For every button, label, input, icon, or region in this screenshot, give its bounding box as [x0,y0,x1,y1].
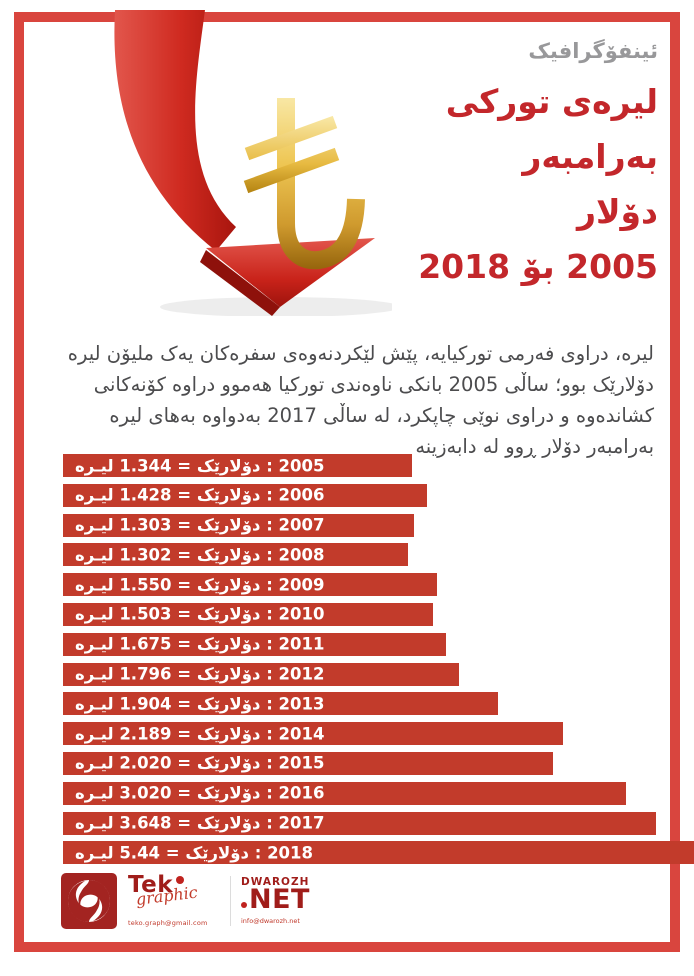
bar-row: 2006 : دۆلارێک = 1.428 لیـرە [63,483,427,507]
footer: Tek graphic teko.graph@gmail.com DWAROZH… [60,872,310,930]
dwarozh-dot-icon [241,902,247,908]
tek-graphic-logo: Tek graphic teko.graph@gmail.com [128,872,220,928]
bar-label: 2005 : دۆلارێک = 1.344 لیـرە [75,456,325,475]
hero-graphic [114,10,392,316]
bar-row: 2015 : دۆلارێک = 2.020 لیـرە [63,751,553,775]
intro-paragraph: لیرە، دراوی فەرمی تورکیایە، پێش لێکردنەو… [67,341,654,458]
bar-label: 2017 : دۆلارێک = 3.648 لیـرە [75,813,325,833]
kicker-label: ئینفۆگرافیک [528,39,658,63]
bar-label: 2010 : دۆلارێک = 1.503 لیـرە [75,604,325,624]
bar-chart: 2005 : دۆلارێک = 1.344 لیـرە 2006 : دۆلار… [63,454,694,871]
tek-graphic-logo-icon [61,873,117,929]
bar-row: 2013 : دۆلارێک = 1.904 لیـرە [63,692,498,716]
bar-row: 2010 : دۆلارێک = 1.503 لیـرە [63,602,433,626]
tek-dot-icon [176,876,185,884]
page-title: لیرەی تورکی بەرامبەر دۆلار 2005 بۆ 2018 [418,74,658,294]
bar-row: 2008 : دۆلارێک = 1.302 لیـرە [63,543,408,567]
bar-row: 2007 : دۆلارێک = 1.303 لیـرە [63,513,414,537]
bar-label: 2016 : دۆلارێک = 3.020 لیـرە [75,783,325,803]
title-line: لیرەی تورکی [445,82,658,121]
bar-label: 2006 : دۆلارێک = 1.428 لیـرە [75,485,325,505]
tek-email: teko.graph@gmail.com [128,919,208,927]
bar-row: 2017 : دۆلارێک = 3.648 لیـرە [63,811,656,835]
bar-row: 2016 : دۆلارێک = 3.020 لیـرە [63,781,626,805]
dwarozh-net: NET [249,884,310,915]
bar-label: 2013 : دۆلارێک = 1.904 لیـرە [75,694,325,714]
arrowhead-underside [200,250,280,316]
bar-row: 2005 : دۆلارێک = 1.344 لیـرە [63,454,412,477]
bar-label: 2009 : دۆلارێک = 1.550 لیـرە [75,575,325,595]
title-line: دۆلار [576,192,658,231]
title-line: بەرامبەر [522,137,658,176]
bar-row: 2009 : دۆلارێک = 1.550 لیـرە [63,573,437,597]
bar-label: 2011 : دۆلارێک = 1.675 لیـرە [75,634,325,654]
bar-row: 2018 : دۆلارێک = 5.44 لیـرە [63,841,694,865]
bar-label: 2014 : دۆلارێک = 2.189 لیـرە [75,724,325,744]
down-arrow-icon [114,10,236,251]
bar-row: 2012 : دۆلارێک = 1.796 لیـرە [63,662,459,686]
bar-label: 2007 : دۆلارێک = 1.303 لیـرە [75,515,325,535]
dwarozh-top: DWAROZH [241,876,310,888]
bar-row: 2011 : دۆلارێک = 1.675 لیـرە [63,632,446,656]
dwarozh-logo: DWAROZH NET info@dwarozh.net [241,877,310,925]
bar-label: 2012 : دۆلارێک = 1.796 لیـرە [75,664,325,684]
bar-label: 2008 : دۆلارێک = 1.302 لیـرە [75,545,325,565]
bar-label: 2018 : دۆلارێک = 5.44 لیـرە [75,843,313,863]
footer-divider [230,876,231,926]
header: ئینفۆگرافیک لیرەی تورکی بەرامبەر دۆلار 2005… [418,36,658,294]
turkish-lira-icon [243,98,365,270]
border-frame [14,12,680,952]
bar-label: 2015 : دۆلارێک = 2.020 لیـرە [75,753,325,773]
tek-name: Tek [128,872,174,898]
title-line: 2005 بۆ 2018 [418,247,658,286]
dwarozh-email: info@dwarozh.net [241,917,300,925]
bar-row: 2014 : دۆلارێک = 2.189 لیـرە [63,722,563,746]
